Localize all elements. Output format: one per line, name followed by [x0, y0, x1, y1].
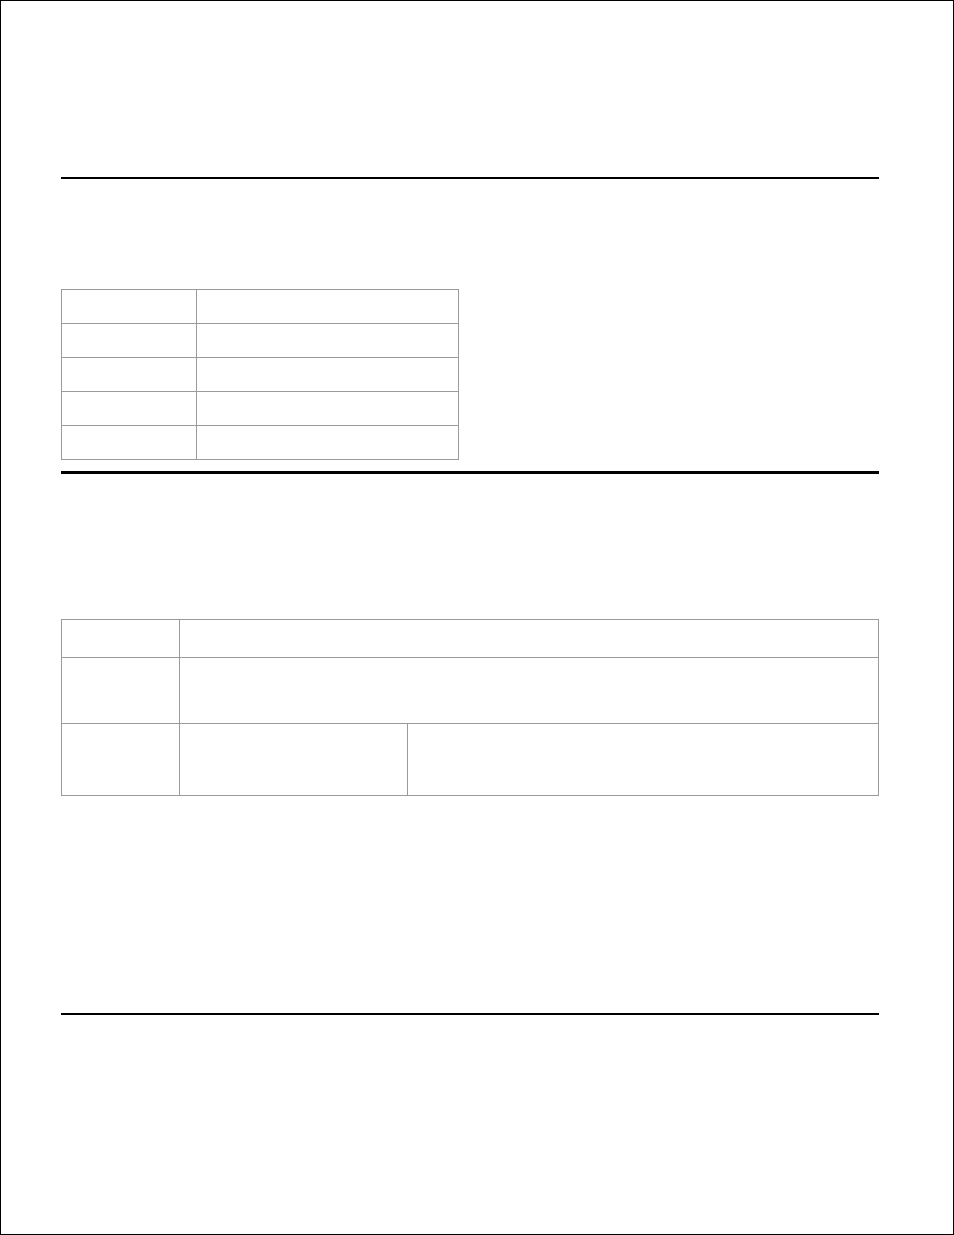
horizontal-rule-bottom	[61, 1013, 879, 1015]
table-row	[62, 426, 459, 460]
cell	[179, 658, 878, 724]
cell	[196, 426, 458, 460]
cell	[62, 290, 197, 324]
horizontal-rule-middle	[61, 471, 879, 474]
table-row	[62, 358, 459, 392]
cell	[196, 358, 458, 392]
wide-table	[61, 619, 879, 796]
cell	[62, 658, 180, 724]
table-row	[62, 392, 459, 426]
cell	[62, 358, 197, 392]
cell	[62, 724, 180, 796]
cell	[62, 426, 197, 460]
table-row	[62, 620, 879, 658]
cell	[62, 324, 197, 358]
table-row	[62, 658, 879, 724]
small-table	[61, 289, 459, 460]
table-row	[62, 724, 879, 796]
cell	[196, 324, 458, 358]
cell	[179, 620, 878, 658]
horizontal-rule-top	[61, 177, 879, 179]
cell	[196, 290, 458, 324]
cell	[179, 724, 407, 796]
table-row	[62, 324, 459, 358]
table-row	[62, 290, 459, 324]
cell	[407, 724, 878, 796]
cell	[62, 620, 180, 658]
cell	[62, 392, 197, 426]
cell	[196, 392, 458, 426]
